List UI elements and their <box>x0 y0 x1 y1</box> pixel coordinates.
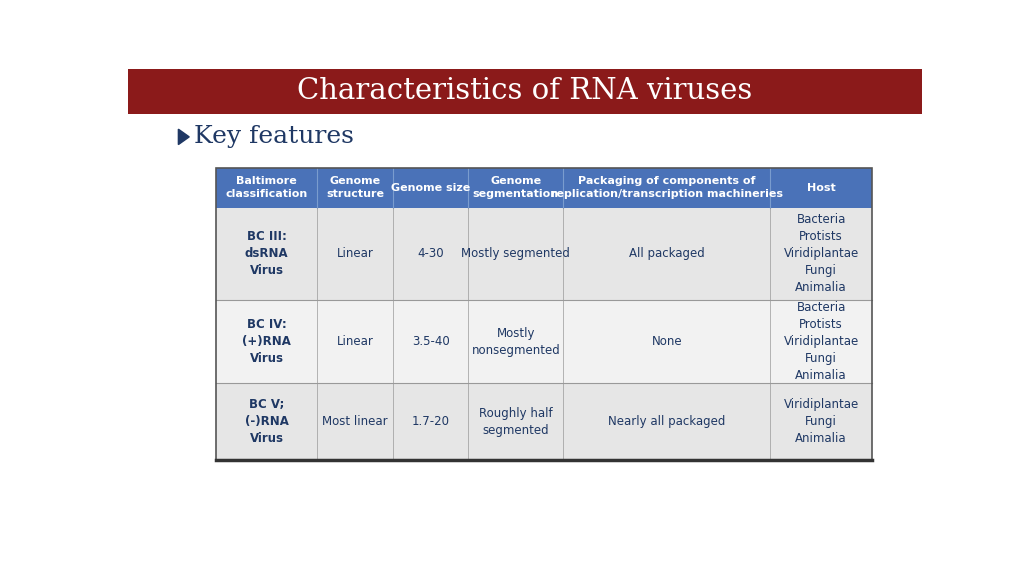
Text: Characteristics of RNA viruses: Characteristics of RNA viruses <box>297 77 753 105</box>
Bar <box>216 168 872 208</box>
Text: BC V;
(-)RNA
Virus: BC V; (-)RNA Virus <box>245 398 289 445</box>
Text: Nearly all packaged: Nearly all packaged <box>608 415 726 429</box>
Text: BC IV:
(+)RNA
Virus: BC IV: (+)RNA Virus <box>242 318 291 365</box>
Text: Genome size: Genome size <box>391 183 470 193</box>
Polygon shape <box>178 129 189 145</box>
Text: Mostly
nonsegmented: Mostly nonsegmented <box>471 327 560 357</box>
Text: Viridiplantae
Fungi
Animalia: Viridiplantae Fungi Animalia <box>783 398 859 445</box>
Text: Roughly half
segmented: Roughly half segmented <box>479 407 553 437</box>
Text: Genome
segmentation: Genome segmentation <box>473 176 559 199</box>
Text: Host: Host <box>807 183 836 193</box>
Text: Most linear: Most linear <box>323 415 388 429</box>
Text: BC III:
dsRNA
Virus: BC III: dsRNA Virus <box>245 230 289 278</box>
Bar <box>128 69 922 114</box>
Text: Packaging of components of
replication/transcription machineries: Packaging of components of replication/t… <box>551 176 783 199</box>
Text: Linear: Linear <box>337 248 374 260</box>
Text: Key features: Key features <box>194 126 353 149</box>
Bar <box>216 208 872 300</box>
Bar <box>216 383 872 460</box>
Text: Genome
structure: Genome structure <box>326 176 384 199</box>
Text: Bacteria
Protists
Viridiplantae
Fungi
Animalia: Bacteria Protists Viridiplantae Fungi An… <box>783 301 859 382</box>
Text: All packaged: All packaged <box>629 248 705 260</box>
Text: 4-30: 4-30 <box>417 248 443 260</box>
Text: Bacteria
Protists
Viridiplantae
Fungi
Animalia: Bacteria Protists Viridiplantae Fungi An… <box>783 214 859 294</box>
Text: 3.5-40: 3.5-40 <box>412 335 450 348</box>
Bar <box>216 300 872 383</box>
Text: Linear: Linear <box>337 335 374 348</box>
Text: None: None <box>651 335 682 348</box>
Text: Mostly segmented: Mostly segmented <box>462 248 570 260</box>
Text: Baltimore
classification: Baltimore classification <box>225 176 307 199</box>
Bar <box>216 168 872 460</box>
Text: 1.7-20: 1.7-20 <box>412 415 450 429</box>
